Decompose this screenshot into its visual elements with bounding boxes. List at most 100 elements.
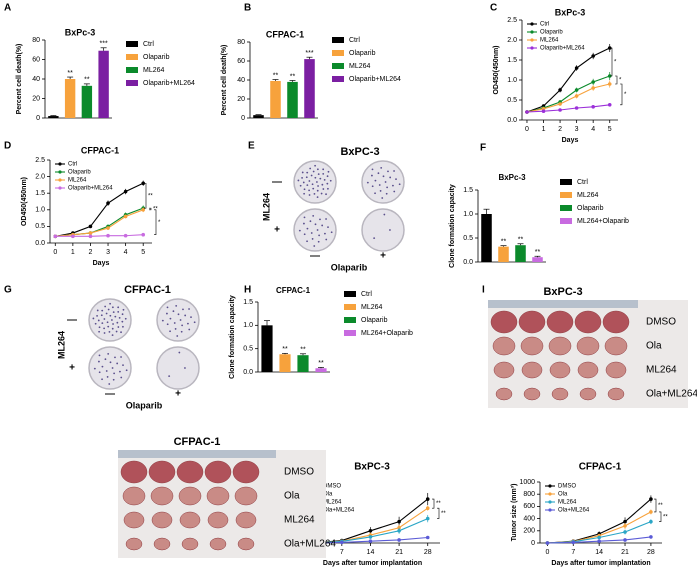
- col-axis-label: Olaparib: [331, 262, 368, 272]
- point: [591, 86, 595, 90]
- colony: [381, 197, 384, 199]
- y-tick-label: 0.0: [507, 117, 517, 124]
- point: [607, 74, 612, 78]
- point: [541, 109, 546, 113]
- colony: [111, 367, 114, 369]
- significance: **: [436, 501, 441, 507]
- chart-title: BxPc-3: [65, 27, 96, 37]
- bar: [304, 59, 315, 118]
- colony: [319, 218, 321, 221]
- legend-marker: [58, 162, 62, 166]
- point: [106, 201, 110, 205]
- legend-marker: [58, 170, 62, 174]
- point: [340, 540, 344, 545]
- x-tick-label: 0: [53, 249, 57, 256]
- colony: [393, 190, 396, 193]
- col-label: —: [105, 389, 115, 400]
- colony: [116, 321, 119, 324]
- legend-label: ML264: [558, 500, 577, 506]
- significance: ***: [305, 50, 313, 57]
- bar: [64, 79, 76, 118]
- chart-panel: F BxPc-3 Clone formation capacity 0.0 0.5 1.0…: [449, 143, 629, 268]
- y-axis-label: Percent cell death(%): [16, 44, 23, 115]
- colony: [120, 376, 123, 379]
- point: [591, 54, 595, 58]
- row-label: +: [274, 225, 280, 236]
- colony: [98, 330, 101, 333]
- row-label: Ola: [646, 341, 662, 352]
- colony: [103, 318, 106, 320]
- x-tick-label: 7: [340, 549, 344, 556]
- tumor: [204, 460, 232, 484]
- row-axis-label: ML264: [261, 193, 271, 221]
- x-tick-label: 21: [621, 549, 629, 556]
- y-tick-label: 1.5: [243, 299, 253, 306]
- colony: [113, 372, 116, 375]
- significance: ***: [100, 41, 108, 48]
- row-label: Ola+ML264: [284, 539, 336, 550]
- significance-bracket: [620, 83, 623, 106]
- legend-label: Ctrl: [349, 37, 360, 44]
- colony: [303, 233, 306, 236]
- y-tick-label: 0.0: [463, 259, 473, 266]
- tumor: [551, 387, 569, 401]
- colony: [111, 334, 114, 337]
- colony: [322, 172, 325, 175]
- colony: [121, 313, 124, 316]
- colony: [96, 314, 98, 317]
- row-axis-label: ML264: [56, 331, 66, 359]
- legend-marker: [548, 492, 552, 496]
- significance-bracket: [432, 498, 435, 509]
- colony: [398, 183, 401, 186]
- point: [591, 105, 595, 109]
- colony: [387, 170, 389, 173]
- colony: [94, 322, 97, 325]
- point: [607, 103, 612, 107]
- legend-swatch: [560, 179, 572, 185]
- colony: [184, 367, 186, 369]
- image-title: CFPAC-1: [124, 284, 171, 296]
- tumor: [602, 310, 630, 334]
- x-tick-label: 28: [647, 549, 655, 556]
- row-label: —: [272, 177, 282, 188]
- x-tick-label: 0: [525, 126, 529, 133]
- colony: [124, 317, 127, 320]
- colony: [107, 325, 110, 328]
- tumor: [576, 336, 600, 356]
- significance-bracket: [610, 47, 613, 77]
- significance: **: [67, 70, 73, 77]
- tumor: [181, 537, 199, 551]
- y-axis-label: Percent cell death(%): [221, 45, 228, 116]
- colony: [98, 326, 101, 329]
- legend-label: Olaparib+ML264: [540, 46, 585, 52]
- point: [607, 46, 612, 50]
- y-tick-label: 20: [32, 95, 40, 102]
- bar: [253, 115, 264, 118]
- y-tick-label: 2.5: [35, 157, 45, 164]
- colony: [309, 220, 312, 223]
- colony: [181, 324, 184, 327]
- x-axis-label: Days after tumor implantation: [551, 560, 650, 567]
- point: [425, 516, 430, 521]
- legend-swatch: [560, 205, 572, 211]
- legend-label: Olaparib+ML264: [349, 76, 401, 83]
- legend-label: Ola: [323, 492, 333, 498]
- point: [525, 110, 529, 114]
- chart-panel: B CFPAC-1 Percent cell death(%) 0 20 40 60 80 Ct…: [221, 3, 401, 122]
- point: [123, 233, 128, 238]
- colony: [380, 166, 383, 169]
- significance-bracket: [154, 209, 157, 235]
- colony: [105, 370, 108, 372]
- y-tick-label: 0.5: [463, 235, 473, 242]
- significance: **: [148, 193, 153, 199]
- row-label: +: [69, 363, 75, 374]
- legend-label: ML264: [349, 63, 371, 70]
- legend-marker: [58, 178, 62, 182]
- colony: [316, 189, 319, 192]
- tumor: [604, 336, 628, 356]
- point: [623, 538, 627, 542]
- colony: [105, 312, 108, 315]
- tumor: [123, 511, 145, 529]
- colony: [301, 171, 304, 174]
- point: [397, 529, 401, 533]
